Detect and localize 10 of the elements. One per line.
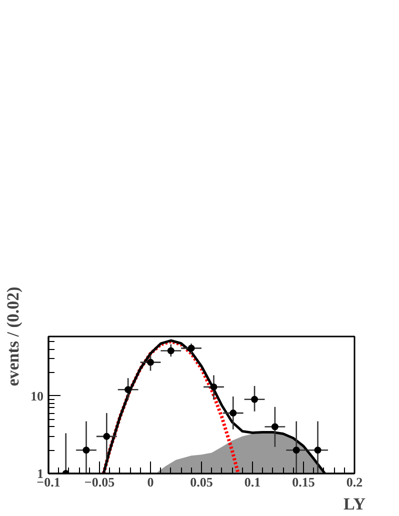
x-tick-label: 0.1 bbox=[244, 474, 261, 490]
y-axis-title: events / (0.02) bbox=[4, 286, 22, 386]
x-tick-label: 0 bbox=[147, 474, 154, 490]
x-axis-title: LY bbox=[343, 494, 366, 514]
y-tick-label: 1 bbox=[37, 466, 44, 481]
x-tick-label: 0.2 bbox=[346, 474, 363, 490]
x-tick-label: 0.15 bbox=[292, 474, 316, 490]
y-tick-label: 10 bbox=[30, 388, 44, 404]
x-tick-label: −0.05 bbox=[84, 474, 116, 490]
x-tick-label: 0.05 bbox=[190, 474, 214, 490]
